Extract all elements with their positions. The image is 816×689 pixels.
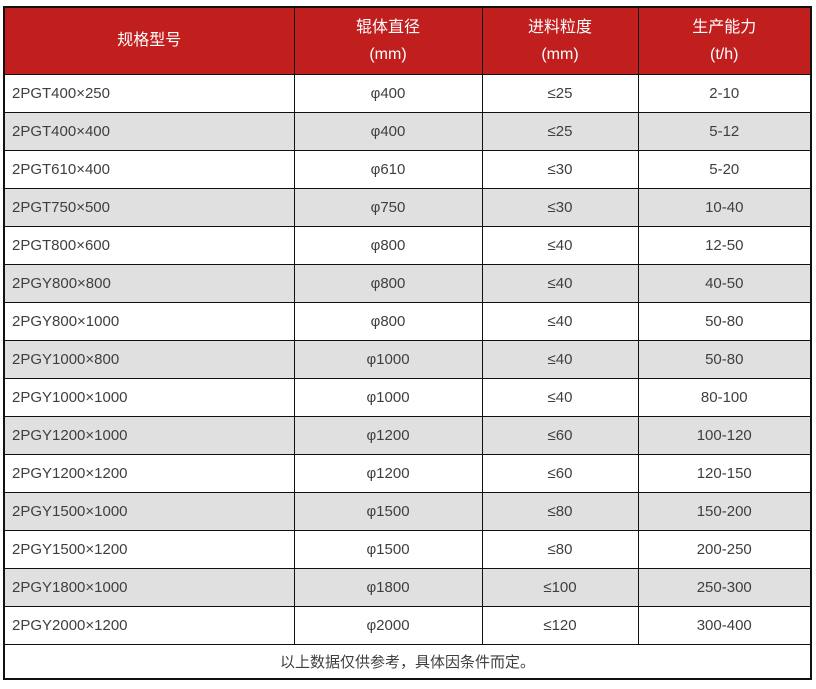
- capacity-cell: 50-80: [637, 302, 812, 341]
- table-row: 2PGY800×800 φ800 ≤40 40-50: [3, 264, 812, 303]
- col-header-capacity: 生产能力 (t/h): [637, 6, 812, 75]
- roller-diameter-cell: φ1000: [293, 378, 483, 417]
- table-row: 2PGT610×400 φ610 ≤30 5-20: [3, 150, 812, 189]
- capacity-cell: 5-12: [637, 112, 812, 151]
- feed-size-cell: ≤60: [481, 454, 639, 493]
- capacity-cell: 300-400: [637, 606, 812, 645]
- col-header-unit: (mm): [541, 45, 579, 63]
- feed-size-cell: ≤30: [481, 188, 639, 227]
- spec-table: 规格型号 辊体直径 (mm) 进料粒度 (mm): [3, 6, 812, 680]
- capacity-cell: 40-50: [637, 264, 812, 303]
- col-header-roller-diameter: 辊体直径 (mm): [293, 6, 483, 75]
- col-header-label: 进料粒度: [527, 19, 592, 37]
- model-cell: 2PGY2000×1200: [3, 606, 295, 645]
- roller-diameter-cell: φ1800: [293, 568, 483, 607]
- table-row: 2PGT400×400 φ400 ≤25 5-12: [3, 112, 812, 151]
- capacity-cell: 250-300: [637, 568, 812, 607]
- roller-diameter-cell: φ400: [293, 112, 483, 151]
- roller-diameter-cell: φ1000: [293, 340, 483, 379]
- feed-size-cell: ≤60: [481, 416, 639, 455]
- feed-size-cell: ≤80: [481, 530, 639, 569]
- col-header-label: 生产能力: [692, 19, 757, 37]
- capacity-cell: 200-250: [637, 530, 812, 569]
- capacity-cell: 50-80: [637, 340, 812, 379]
- capacity-cell: 2-10: [637, 74, 812, 113]
- capacity-cell: 10-40: [637, 188, 812, 227]
- feed-size-cell: ≤25: [481, 112, 639, 151]
- roller-diameter-cell: φ400: [293, 74, 483, 113]
- feed-size-cell: ≤40: [481, 378, 639, 417]
- spec-table-header: 规格型号 辊体直径 (mm) 进料粒度 (mm): [3, 6, 812, 75]
- footnote-row: 以上数据仅供参考，具体因条件而定。: [3, 644, 812, 680]
- header-row: 规格型号 辊体直径 (mm) 进料粒度 (mm): [3, 6, 812, 75]
- col-header-label: 规格型号: [117, 32, 182, 50]
- table-row: 2PGY1800×1000 φ1800 ≤100 250-300: [3, 568, 812, 607]
- capacity-cell: 150-200: [637, 492, 812, 531]
- model-cell: 2PGT400×400: [3, 112, 295, 151]
- feed-size-cell: ≤40: [481, 302, 639, 341]
- roller-diameter-cell: φ1200: [293, 454, 483, 493]
- table-row: 2PGY1200×1200 φ1200 ≤60 120-150: [3, 454, 812, 493]
- roller-diameter-cell: φ1200: [293, 416, 483, 455]
- model-cell: 2PGY1500×1000: [3, 492, 295, 531]
- roller-diameter-cell: φ800: [293, 264, 483, 303]
- model-cell: 2PGT750×500: [3, 188, 295, 227]
- col-header-feed-size: 进料粒度 (mm): [481, 6, 639, 75]
- roller-diameter-cell: φ1500: [293, 530, 483, 569]
- model-cell: 2PGY800×1000: [3, 302, 295, 341]
- capacity-cell: 5-20: [637, 150, 812, 189]
- feed-size-cell: ≤100: [481, 568, 639, 607]
- feed-size-cell: ≤40: [481, 340, 639, 379]
- table-row: 2PGY1000×800 φ1000 ≤40 50-80: [3, 340, 812, 379]
- feed-size-cell: ≤30: [481, 150, 639, 189]
- model-cell: 2PGT400×250: [3, 74, 295, 113]
- roller-diameter-cell: φ800: [293, 302, 483, 341]
- model-cell: 2PGY1000×1000: [3, 378, 295, 417]
- feed-size-cell: ≤120: [481, 606, 639, 645]
- spec-table-footer: 以上数据仅供参考，具体因条件而定。: [3, 644, 812, 680]
- col-header-unit: (mm): [369, 45, 407, 63]
- feed-size-cell: ≤25: [481, 74, 639, 113]
- col-header-label: 辊体直径: [355, 19, 420, 37]
- model-cell: 2PGY1000×800: [3, 340, 295, 379]
- model-cell: 2PGY1800×1000: [3, 568, 295, 607]
- model-cell: 2PGY800×800: [3, 264, 295, 303]
- col-header-unit: (t/h): [710, 45, 739, 63]
- roller-diameter-cell: φ1500: [293, 492, 483, 531]
- feed-size-cell: ≤80: [481, 492, 639, 531]
- feed-size-cell: ≤40: [481, 264, 639, 303]
- roller-diameter-cell: φ2000: [293, 606, 483, 645]
- capacity-cell: 12-50: [637, 226, 812, 265]
- spec-table-body: 2PGT400×250 φ400 ≤25 2-10 2PGT400×400 φ400 ≤25…: [3, 74, 812, 645]
- model-cell: 2PGY1500×1200: [3, 530, 295, 569]
- table-row: 2PGY1000×1000 φ1000 ≤40 80-100: [3, 378, 812, 417]
- table-row: 2PGY1500×1200 φ1500 ≤80 200-250: [3, 530, 812, 569]
- model-cell: 2PGY1200×1000: [3, 416, 295, 455]
- roller-diameter-cell: φ610: [293, 150, 483, 189]
- table-row: 2PGT400×250 φ400 ≤25 2-10: [3, 74, 812, 113]
- table-row: 2PGY1200×1000 φ1200 ≤60 100-120: [3, 416, 812, 455]
- model-cell: 2PGT800×600: [3, 226, 295, 265]
- capacity-cell: 80-100: [637, 378, 812, 417]
- model-cell: 2PGT610×400: [3, 150, 295, 189]
- table-footnote: 以上数据仅供参考，具体因条件而定。: [3, 644, 812, 680]
- table-row: 2PGT750×500 φ750 ≤30 10-40: [3, 188, 812, 227]
- capacity-cell: 120-150: [637, 454, 812, 493]
- table-row: 2PGY800×1000 φ800 ≤40 50-80: [3, 302, 812, 341]
- capacity-cell: 100-120: [637, 416, 812, 455]
- roller-diameter-cell: φ800: [293, 226, 483, 265]
- table-row: 2PGY2000×1200 φ2000 ≤120 300-400: [3, 606, 812, 645]
- roller-diameter-cell: φ750: [293, 188, 483, 227]
- model-cell: 2PGY1200×1200: [3, 454, 295, 493]
- table-row: 2PGT800×600 φ800 ≤40 12-50: [3, 226, 812, 265]
- table-row: 2PGY1500×1000 φ1500 ≤80 150-200: [3, 492, 812, 531]
- col-header-model: 规格型号: [3, 6, 295, 75]
- feed-size-cell: ≤40: [481, 226, 639, 265]
